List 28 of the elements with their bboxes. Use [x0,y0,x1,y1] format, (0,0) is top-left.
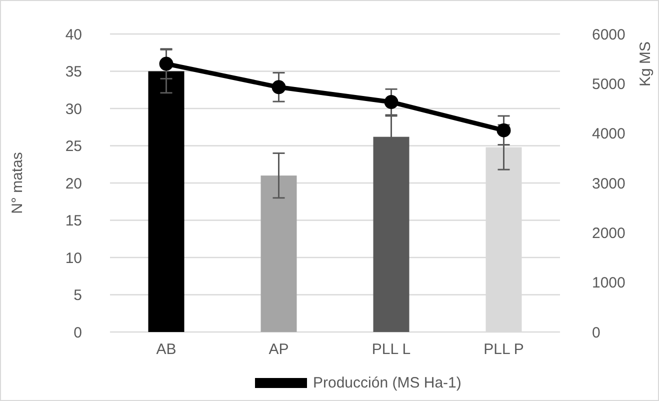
y-tick-label: 35 [65,64,82,80]
x-tick-label: PLL P [484,341,524,358]
y2-tick-label: 3000 [592,175,626,192]
y2-tick-label: 6000 [592,26,626,44]
y-tick-label: 20 [65,175,82,192]
y-tick-label: 5 [74,287,82,304]
point [496,123,511,138]
y-axis-title: N° matas [9,152,26,214]
x-tick-label: AB [156,341,176,358]
y-tick-label: 40 [65,26,82,44]
y2-tick-label: 5000 [592,76,626,93]
x-tick-label: PLL L [372,341,411,358]
y-tick-label: 10 [65,250,82,267]
y2-tick-label: 4000 [592,126,626,143]
legend-label: Producción (MS Ha-1) [313,374,462,392]
y2-tick-label: 0 [592,324,600,342]
y-tick-label: 30 [65,100,82,118]
y2-axis-title: Kg MS [637,41,654,87]
point [384,95,398,110]
y-tick-label: 0 [74,324,82,342]
y2-tick-label: 1000 [592,274,626,292]
y-tick-label: 15 [65,212,82,230]
bar [260,176,297,332]
point [159,56,174,71]
y-tick-label: 25 [65,138,82,155]
x-tick-label: AP [268,341,289,358]
point [272,80,286,94]
y2-tick-label: 2000 [592,224,626,242]
